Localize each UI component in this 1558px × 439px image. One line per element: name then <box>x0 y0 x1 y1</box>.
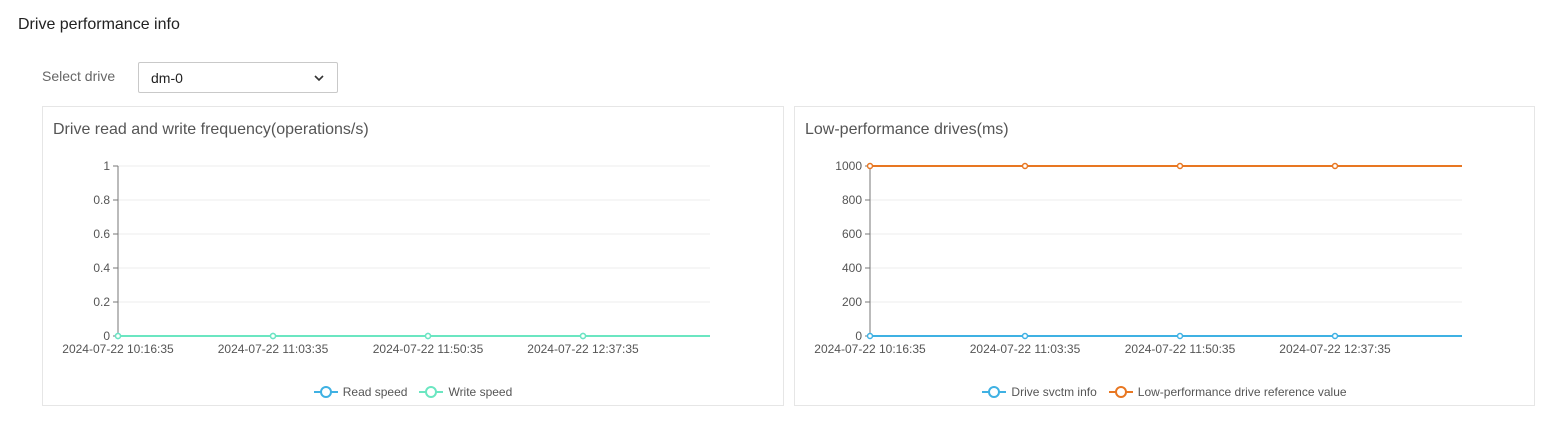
legend-label: Write speed <box>448 385 513 399</box>
legend-marker-icon <box>982 386 1007 398</box>
legend-item[interactable]: Low-performance drive reference value <box>1108 385 1347 399</box>
chart-title: Low-performance drives(ms) <box>805 121 1009 138</box>
data-point[interactable] <box>1021 162 1029 170</box>
x-tick-label: 2024-07-22 10:16:35 <box>814 342 926 356</box>
legend-label: Read speed <box>342 385 408 399</box>
x-tick-label: 2024-07-22 12:37:35 <box>1279 342 1391 356</box>
chart-legend: Read speed Write speed <box>43 385 783 399</box>
chart-low-performance: 0 200 400 600 800 1000 2024-07-22 10:16:35 2024… <box>814 159 1462 356</box>
data-point[interactable] <box>269 332 277 340</box>
y-tick-label: 0.8 <box>93 193 110 207</box>
drive-select-value: dm-0 <box>151 70 183 86</box>
data-point[interactable] <box>1331 162 1339 170</box>
chart-panel-rw-frequency: Drive read and write frequency(operation… <box>42 106 784 406</box>
y-tick-label: 200 <box>842 295 862 309</box>
data-point[interactable] <box>1176 332 1184 340</box>
x-tick-label: 2024-07-22 11:03:35 <box>218 342 329 356</box>
data-point[interactable] <box>1176 162 1184 170</box>
chart-legend: Drive svctm info Low-performance drive re… <box>795 385 1534 399</box>
legend-label: Drive svctm info <box>1011 385 1097 399</box>
y-tick-label: 400 <box>842 261 862 275</box>
data-point[interactable] <box>114 332 122 340</box>
data-point[interactable] <box>579 332 587 340</box>
x-tick-label: 2024-07-22 11:50:35 <box>1125 342 1236 356</box>
x-tick-label: 2024-07-22 12:37:35 <box>527 342 639 356</box>
legend-marker-icon <box>313 386 338 398</box>
select-drive-label: Select drive <box>42 68 116 84</box>
data-point[interactable] <box>1331 332 1339 340</box>
x-tick-label: 2024-07-22 11:50:35 <box>373 342 484 356</box>
y-tick-label: 800 <box>842 193 862 207</box>
y-tick-label: 0.6 <box>93 227 110 241</box>
legend-item[interactable]: Drive svctm info <box>982 385 1097 399</box>
page-title: Drive performance info <box>18 16 180 33</box>
y-tick-label: 600 <box>842 227 862 241</box>
y-tick-label: 1000 <box>835 159 862 173</box>
data-point[interactable] <box>866 332 874 340</box>
x-tick-label: 2024-07-22 11:03:35 <box>970 342 1081 356</box>
legend-item[interactable]: Read speed <box>313 385 408 399</box>
data-point[interactable] <box>424 332 432 340</box>
chevron-down-icon <box>314 75 324 82</box>
y-tick-label: 0.2 <box>93 295 110 309</box>
y-tick-label: 1 <box>103 159 110 173</box>
data-point[interactable] <box>1021 332 1029 340</box>
x-tick-label: 2024-07-22 10:16:35 <box>62 342 174 356</box>
y-tick-label: 0 <box>103 329 110 343</box>
chart-title: Drive read and write frequency(operation… <box>53 121 369 138</box>
legend-item[interactable]: Write speed <box>419 385 512 399</box>
legend-label: Low-performance drive reference value <box>1137 385 1347 399</box>
data-point[interactable] <box>866 162 874 170</box>
y-tick-label: 0 <box>855 329 862 343</box>
legend-marker-icon <box>419 386 444 398</box>
chart-rw-frequency: 0 0.2 0.4 0.6 0.8 1 2024-07-22 10:16:35 2024-07… <box>62 159 710 356</box>
drive-select[interactable]: dm-0 <box>138 62 338 93</box>
y-tick-label: 0.4 <box>93 261 110 275</box>
legend-marker-icon <box>1108 386 1133 398</box>
chart-panel-low-performance: Low-performance drives(ms) 0 200 400 600 800… <box>794 106 1535 406</box>
